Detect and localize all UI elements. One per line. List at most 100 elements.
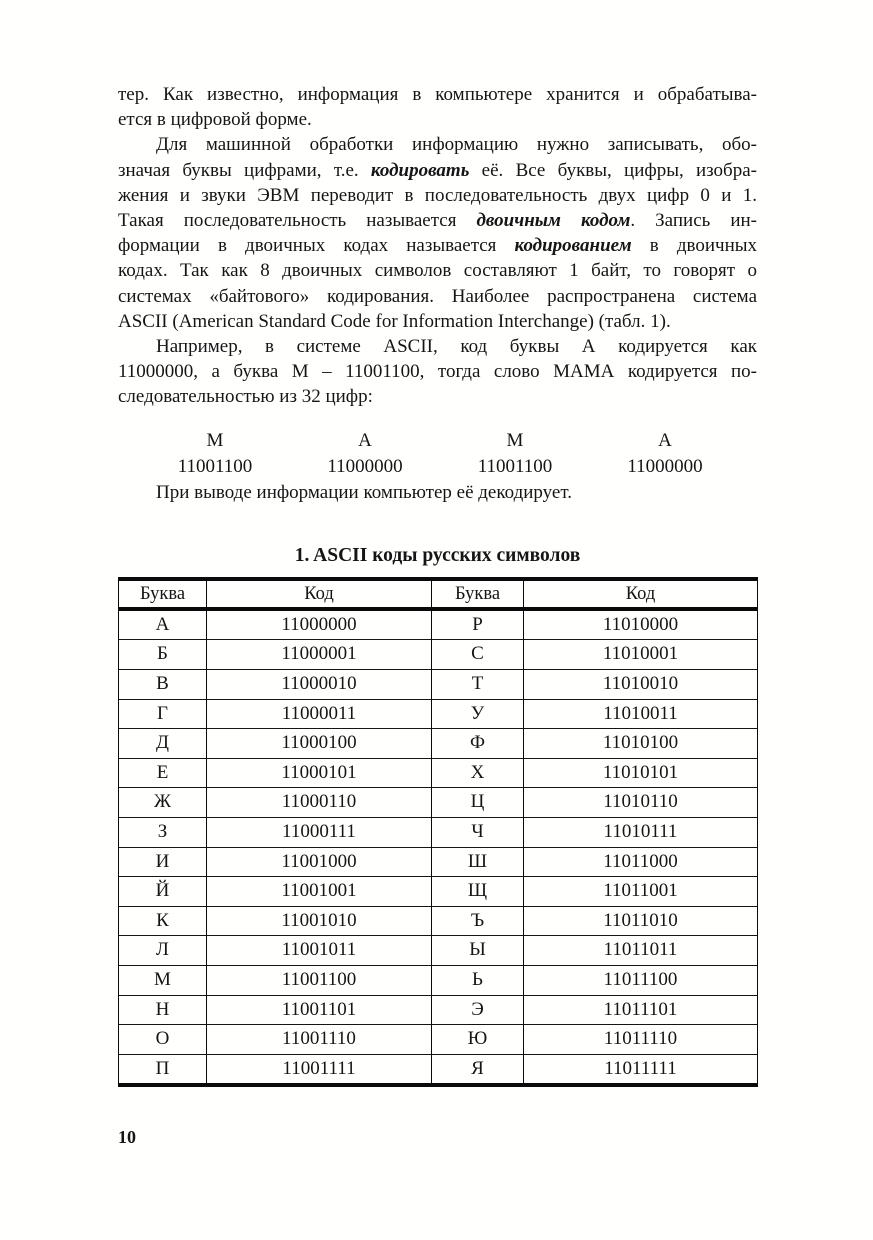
code-cell: 11000110 <box>206 787 432 818</box>
code-cell: 11010110 <box>523 787 758 818</box>
code-cell: 11001000 <box>206 846 432 877</box>
text-line: жения и звуки ЭВМ переводит в последоват… <box>118 183 757 208</box>
letter-cell: О <box>118 1024 207 1055</box>
letter-cell: Ь <box>431 964 524 996</box>
column-header: Буква <box>118 578 207 611</box>
letter-cell: Р <box>431 608 524 640</box>
code-cell: 11001100 <box>206 964 432 996</box>
letter-cell: Д <box>118 728 207 759</box>
example-code: 11000000 <box>327 455 403 477</box>
code-cell: 11000000 <box>206 608 432 640</box>
code-cell: 11011111 <box>523 1053 758 1086</box>
example-letter: М <box>506 429 524 451</box>
encoding-example: М А М А 11001100 11000000 11001100 11000000 <box>140 428 740 480</box>
emphasized-term: кодировать <box>370 159 470 181</box>
letter-cell: К <box>118 905 207 936</box>
example-code: 11001100 <box>477 455 553 477</box>
table-row: Г 11000011 У 11010011 <box>118 698 758 729</box>
emphasized-term: двоичным кодом <box>476 210 631 232</box>
text-line: Например, в системе ASCII, код буквы А к… <box>118 334 757 359</box>
letter-cell: М <box>118 964 207 996</box>
code-cell: 11010001 <box>523 639 758 670</box>
letter-cell: Б <box>118 639 207 670</box>
table-row: М 11001100 Ь 11011100 <box>118 964 758 996</box>
letter-cell: Ш <box>431 846 524 877</box>
emphasized-term: кодированием <box>514 235 632 257</box>
text-span: кодах. Так как 8 двоичных символов соста… <box>118 260 757 282</box>
letter-cell: З <box>118 817 207 848</box>
letter-cell: С <box>431 639 524 670</box>
code-cell: 11010101 <box>523 757 758 788</box>
text-span: жения и звуки ЭВМ переводит в последоват… <box>118 184 757 206</box>
text-line: 11000000, а буква М – 11001100, тогда сл… <box>118 359 757 384</box>
code-cell: 11011101 <box>523 994 758 1025</box>
text-line: ется в цифровой форме. <box>118 107 757 132</box>
code-cell: 11010100 <box>523 728 758 759</box>
letter-cell: Н <box>118 994 207 1025</box>
letter-cell: А <box>118 608 207 640</box>
text-span: её. Все буквы, цифры, изобра- <box>469 159 757 181</box>
letter-cell: Е <box>118 757 207 788</box>
code-cell: 11001001 <box>206 876 432 907</box>
paragraph: При выводе информации компьютер её декод… <box>118 480 757 505</box>
code-cell: 11011011 <box>523 935 758 966</box>
text-line: значая буквы цифрами, т.е. кодировать её… <box>118 158 757 183</box>
letter-cell: У <box>431 698 524 729</box>
table-row: Е 11000101 Х 11010101 <box>118 757 758 788</box>
letter-cell: Ы <box>431 935 524 966</box>
code-cell: 11000001 <box>206 639 432 670</box>
column-header: Буква <box>431 578 524 611</box>
example-letter: М <box>206 429 224 451</box>
text-line: Для машинной обработки информацию нужно … <box>118 132 757 157</box>
code-cell: 11010000 <box>523 608 758 640</box>
table-row: Д 11000100 Ф 11010100 <box>118 728 758 759</box>
letter-cell: Ф <box>431 728 524 759</box>
letter-cell: Г <box>118 698 207 729</box>
code-cell: 11010010 <box>523 669 758 700</box>
code-cell: 11011110 <box>523 1024 758 1055</box>
table-caption: 1. ASCII коды русских символов <box>294 544 581 566</box>
letter-cell: Л <box>118 935 207 966</box>
text-span: . Запись ин- <box>630 210 757 232</box>
table-row: А 11000000 Р 11010000 <box>118 608 758 640</box>
code-cell: 11011100 <box>523 964 758 996</box>
column-header: Код <box>206 578 432 611</box>
text-span: ASCII (American Standard Code for Inform… <box>118 310 671 332</box>
code-cell: 11001101 <box>206 994 432 1025</box>
text-line: ASCII (American Standard Code for Inform… <box>118 309 757 334</box>
code-cell: 11011010 <box>523 905 758 936</box>
body-text: тер. Как известно, информация в компьюте… <box>118 82 757 410</box>
letter-cell: В <box>118 669 207 700</box>
code-cell: 11001010 <box>206 905 432 936</box>
example-code: 11000000 <box>627 455 703 477</box>
text-line: При выводе информации компьютер её декод… <box>118 480 757 505</box>
example-letter: А <box>658 429 672 451</box>
code-cell: 11000100 <box>206 728 432 759</box>
example-letter: А <box>358 429 372 451</box>
text-span: значая буквы цифрами, т.е. <box>118 159 371 181</box>
table-row: И 11001000 Ш 11011000 <box>118 846 758 877</box>
text-span: формации в двоичных кодах называется <box>118 235 515 257</box>
text-span: При выводе информации компьютер её декод… <box>156 481 572 503</box>
letter-cell: Х <box>431 757 524 788</box>
letter-cell: Э <box>431 994 524 1025</box>
text-line: кодах. Так как 8 двоичных символов соста… <box>118 258 757 283</box>
page-number: 10 <box>118 1127 136 1148</box>
text-span: в двоичных <box>631 235 757 257</box>
paragraph: тер. Как известно, информация в компьюте… <box>118 82 757 132</box>
table-header-row: Буква Код Буква Код <box>118 578 758 611</box>
letter-cell: Ъ <box>431 905 524 936</box>
table-row: В 11000010 Т 11010010 <box>118 669 758 700</box>
table-row: Й 11001001 Щ 11011001 <box>118 876 758 907</box>
text-line: формации в двоичных кодах называется код… <box>118 233 757 258</box>
text-line: следовательностью из 32 цифр: <box>118 384 757 409</box>
text-line: тер. Как известно, информация в компьюте… <box>118 82 757 107</box>
code-cell: 11001111 <box>206 1053 432 1086</box>
table-row: З 11000111 Ч 11010111 <box>118 817 758 848</box>
code-cell: 11000010 <box>206 669 432 700</box>
text-span: Например, в системе ASCII, код буквы А к… <box>156 336 757 358</box>
code-cell: 11001011 <box>206 935 432 966</box>
text-span: Такая последовательность называется <box>118 210 477 232</box>
